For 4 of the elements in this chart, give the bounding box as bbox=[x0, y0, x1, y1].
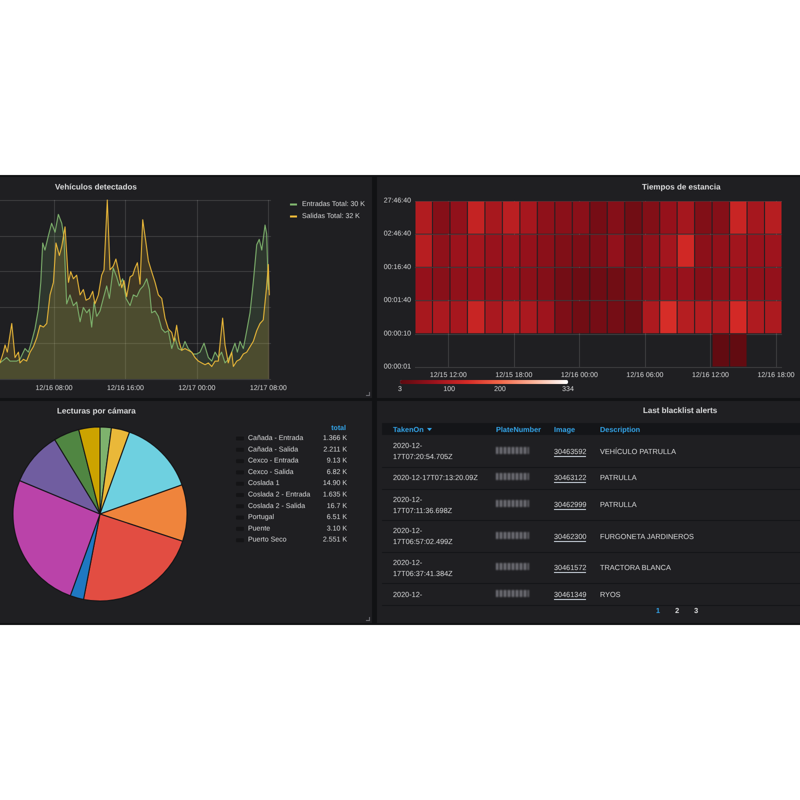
text: Last blacklist alerts bbox=[643, 406, 718, 416]
chart-title: Lecturas por cámara bbox=[57, 406, 136, 416]
chart-title: Tiempos de estancia bbox=[642, 182, 722, 192]
chart-title: Vehículos detectados bbox=[55, 182, 138, 192]
